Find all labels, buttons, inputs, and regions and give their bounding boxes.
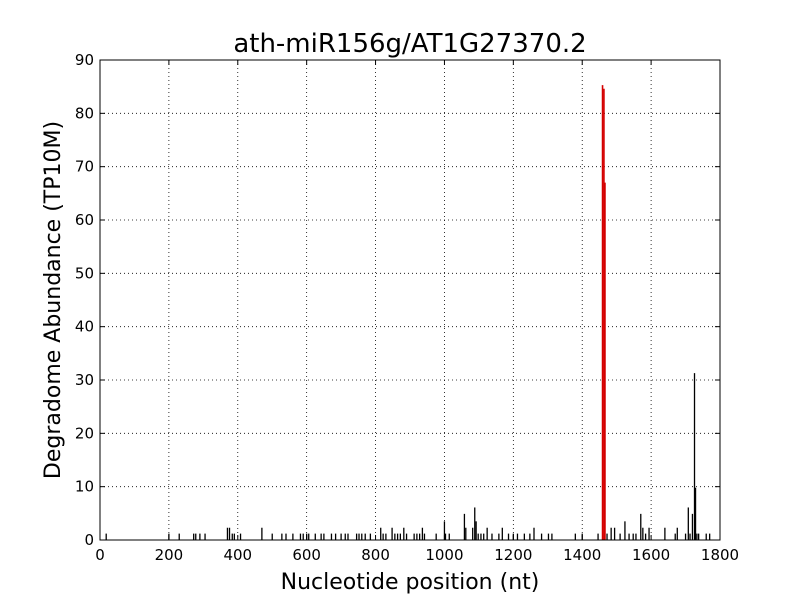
x-tick-label: 1800 bbox=[701, 546, 739, 564]
y-tick-label: 30 bbox=[75, 371, 94, 389]
ticks: 0 200 400 600 800 1000 1200 1400 1600 1800 0 10 20 30… bbox=[75, 51, 739, 564]
y-tick-label: 0 bbox=[84, 531, 94, 549]
y-axis-label: Degradome Abundance (TP10M) bbox=[41, 121, 66, 479]
x-tick-label: 1600 bbox=[632, 546, 670, 564]
x-tick-label: 1000 bbox=[425, 546, 463, 564]
y-tick-label: 60 bbox=[75, 211, 94, 229]
y-tick-label: 70 bbox=[75, 158, 94, 176]
x-tick-label: 1200 bbox=[494, 546, 532, 564]
y-tick-label: 40 bbox=[75, 318, 94, 336]
y-tick-label: 80 bbox=[75, 104, 94, 122]
bars bbox=[105, 85, 711, 540]
x-tick-label: 1400 bbox=[563, 546, 601, 564]
y-tick-label: 50 bbox=[75, 264, 94, 282]
y-tick-label: 90 bbox=[75, 51, 94, 69]
x-tick-label: 0 bbox=[95, 546, 105, 564]
x-tick-label: 600 bbox=[292, 546, 321, 564]
x-tick-label: 800 bbox=[361, 546, 390, 564]
plot-frame bbox=[99, 59, 721, 541]
grid bbox=[100, 60, 720, 540]
x-axis-label: Nucleotide position (nt) bbox=[281, 570, 540, 595]
chart-title: ath-miR156g/AT1G27370.2 bbox=[233, 29, 586, 59]
x-tick-label: 200 bbox=[155, 546, 184, 564]
x-tick-label: 400 bbox=[223, 546, 252, 564]
y-tick-label: 20 bbox=[75, 424, 94, 442]
y-tick-label: 10 bbox=[75, 478, 94, 496]
